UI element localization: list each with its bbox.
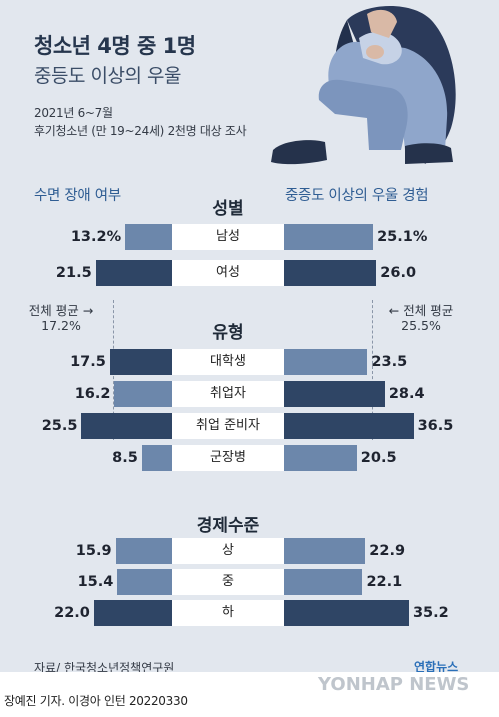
category-label: 하 — [172, 600, 284, 626]
right-average-value: 25.5% — [401, 318, 441, 333]
right-value-label: 20.5 — [360, 450, 397, 466]
right-value-label: 22.1 — [366, 574, 403, 590]
left-value-label: 22.0 — [54, 605, 90, 621]
section-title: 유형 — [212, 323, 244, 343]
right-column-header: 중증도 이상의 우울 경험 — [285, 188, 429, 204]
left-value-label: 17.5 — [70, 354, 106, 370]
right-bar — [284, 381, 385, 407]
right-bar — [284, 224, 374, 250]
left-bar — [141, 445, 172, 471]
right-value-label: 25.1% — [377, 229, 428, 245]
survey-period: 2021년 6~7월 — [34, 106, 113, 120]
left-value-label: 13.2% — [70, 229, 122, 245]
right-value-label: 26.0 — [380, 265, 417, 281]
right-value-label: 22.9 — [369, 543, 406, 559]
left-value-label: 21.5 — [55, 265, 92, 281]
depressed-person-illustration — [271, 6, 456, 165]
main-title: 청소년 4명 중 1명 — [34, 34, 196, 58]
right-average-line — [372, 300, 373, 440]
yonhap-logo: 연합뉴스 — [414, 660, 459, 672]
right-value-label: 36.5 — [417, 418, 454, 434]
survey-description: 후기청소년 (만 19~24세) 2천명 대상 조사 — [34, 124, 247, 138]
right-bar — [284, 600, 409, 626]
right-bar — [284, 349, 368, 375]
right-value-label: 35.2 — [412, 605, 449, 621]
right-bar — [284, 445, 357, 471]
left-bar — [125, 224, 172, 250]
category-label: 군장병 — [172, 445, 284, 471]
category-label: 취업자 — [172, 381, 284, 407]
left-column-header: 수면 장애 여부 — [34, 188, 121, 204]
right-average-annotation: ← 전체 평균 25.5% — [388, 303, 454, 333]
right-bar — [284, 538, 366, 564]
left-bar — [81, 413, 172, 439]
right-bar — [284, 260, 377, 286]
subtitle: 중등도 이상의 우울 — [34, 65, 181, 87]
section-title: 경제수준 — [196, 516, 260, 536]
right-bar — [284, 413, 414, 439]
left-bar — [115, 538, 172, 564]
right-value-label: 28.4 — [388, 386, 425, 402]
left-average-value: 17.2% — [41, 318, 81, 333]
left-average-annotation: 전체 평균 → 17.2% — [28, 303, 94, 333]
right-average-label: 전체 평균 — [403, 303, 454, 318]
category-label: 상 — [172, 538, 284, 564]
right-value-label: 23.5 — [371, 354, 408, 370]
category-label: 남성 — [172, 224, 284, 250]
right-bar — [284, 569, 363, 595]
left-bar — [109, 349, 172, 375]
credit-line: 장예진 기자. 이경아 인턴 20220330 — [4, 694, 188, 708]
left-value-label: 15.9 — [75, 543, 112, 559]
category-label: 취업 준비자 — [172, 413, 284, 439]
left-value-label: 8.5 — [112, 450, 138, 466]
left-value-label: 16.2 — [74, 386, 111, 402]
category-label: 대학생 — [172, 349, 284, 375]
infographic-panel: 청소년 4명 중 1명 중등도 이상의 우울 2021년 6~7월 후기청소년 … — [0, 0, 499, 672]
source-note: 자료/ 한국청소년정책연구원 — [34, 661, 175, 672]
left-value-label: 25.5 — [41, 418, 78, 434]
category-label: 여성 — [172, 260, 284, 286]
left-bar — [114, 381, 172, 407]
left-bar — [117, 569, 172, 595]
left-average-label: 전체 평균 — [28, 303, 79, 318]
section-title: 성별 — [212, 199, 244, 219]
left-value-label: 15.4 — [77, 574, 114, 590]
category-label: 중 — [172, 569, 284, 595]
yonhap-watermark: YONHAP NEWS — [318, 674, 470, 695]
left-bar — [93, 600, 172, 626]
left-bar — [95, 260, 172, 286]
